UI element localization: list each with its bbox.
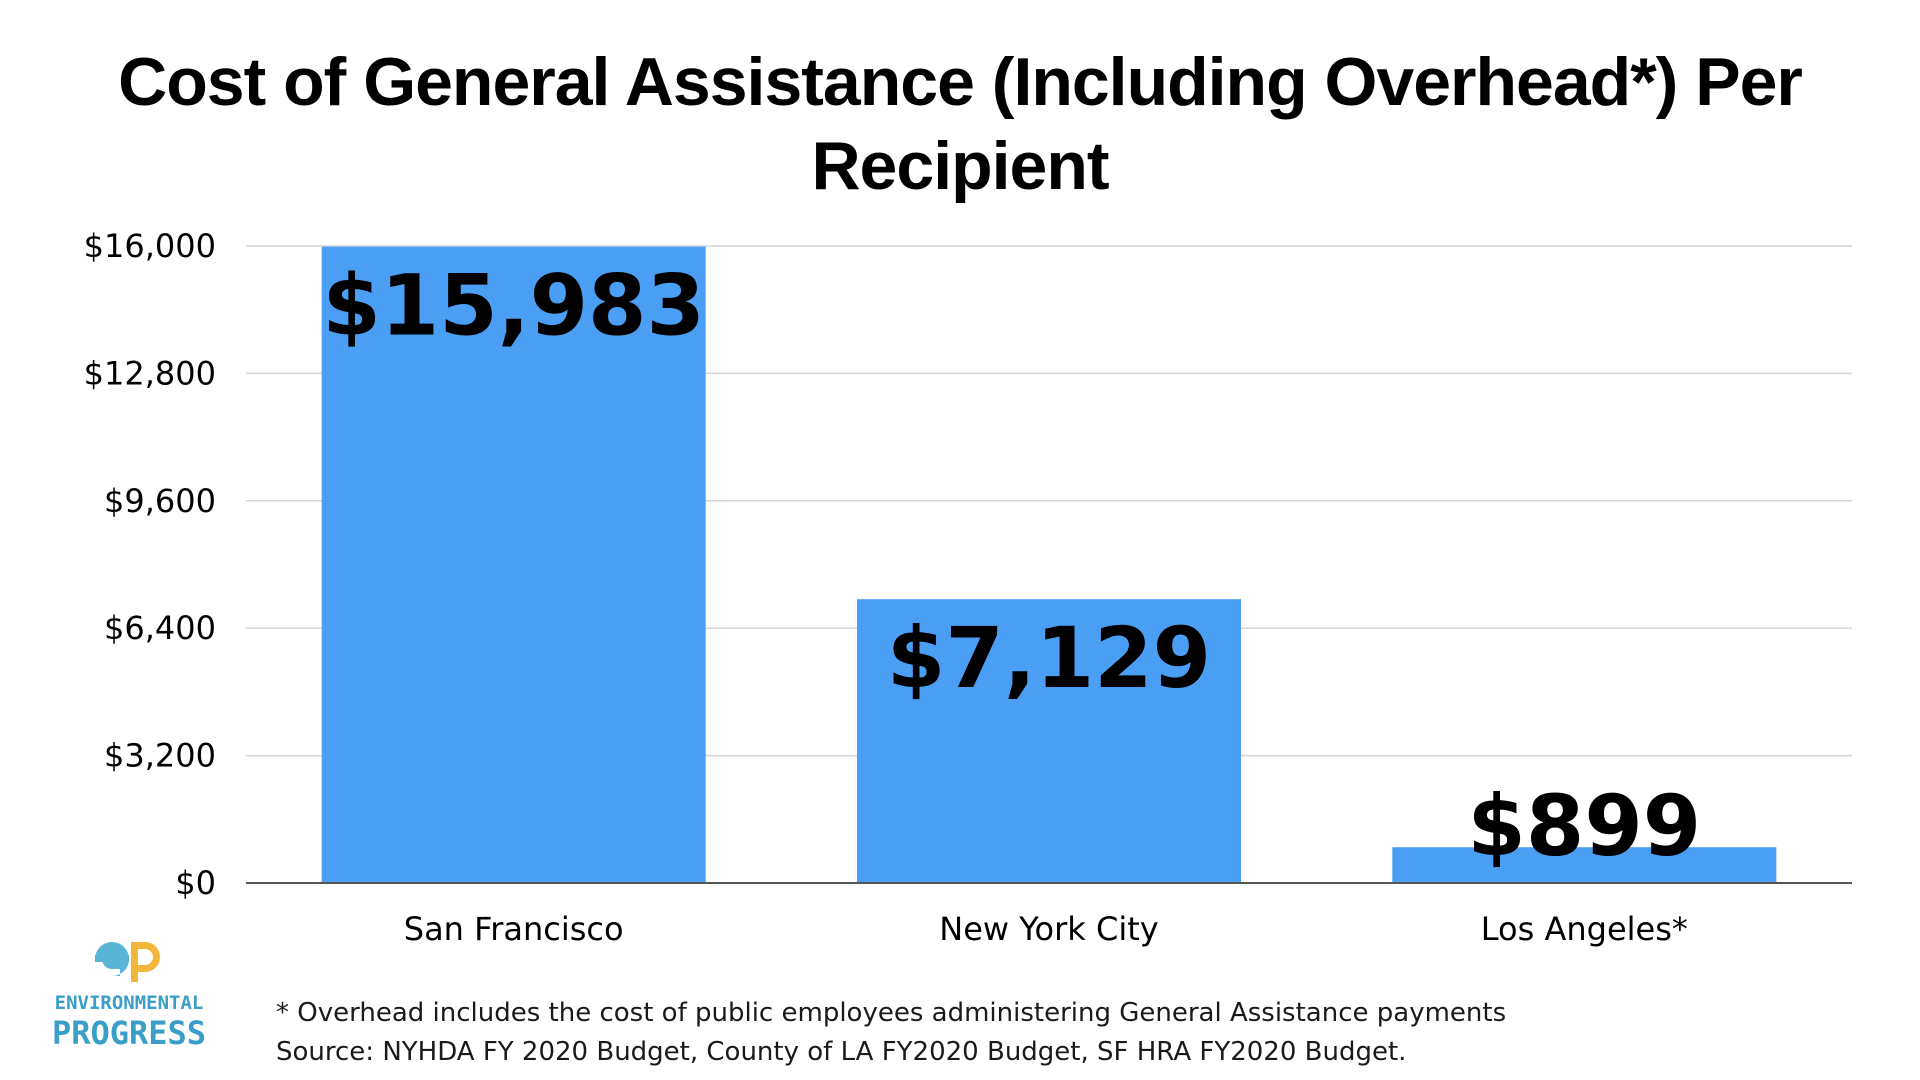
bar-value-label: $15,983 — [322, 257, 705, 355]
data-labels: $15,983 $7,129 $899 — [322, 257, 1701, 875]
y-tick-label: $0 — [175, 864, 216, 902]
bar-new-york-city — [857, 599, 1241, 883]
logo-p-shape — [131, 942, 160, 982]
source-footnote: Source: NYHDA FY 2020 Budget, County of … — [276, 1037, 1407, 1067]
y-tick-label: $9,600 — [104, 482, 216, 520]
x-category-label: New York City — [939, 910, 1158, 948]
x-category-label: Los Angeles* — [1481, 910, 1688, 948]
bar-los-angeles — [1392, 847, 1777, 883]
y-tick-label: $6,400 — [104, 609, 216, 647]
ep-logo-icon — [95, 942, 160, 982]
chart-title: Cost of General Assistance (Including Ov… — [118, 44, 1803, 204]
y-tick-label: $16,000 — [84, 227, 216, 265]
logo-text-progress: PROGRESS — [51, 1014, 207, 1052]
bar-value-label: $899 — [1467, 777, 1701, 875]
x-category-label: San Francisco — [404, 910, 624, 948]
overhead-footnote: * Overhead includes the cost of public e… — [276, 998, 1507, 1028]
bar-value-label: $7,129 — [887, 609, 1211, 707]
axes: $0 $3,200 $6,400 $9,600 $12,800 $16,000 San Fr… — [84, 227, 1852, 948]
logo-e-bar — [95, 955, 129, 962]
y-tick-label: $12,800 — [84, 354, 216, 392]
bars — [321, 246, 1777, 883]
bar-san-francisco — [321, 246, 706, 883]
y-tick-label: $3,200 — [104, 737, 216, 775]
environmental-progress-logo: ENVIRONMENTAL PROGRESS — [44, 936, 214, 1056]
logo-text-environmental: ENVIRONMENTAL — [54, 992, 204, 1014]
